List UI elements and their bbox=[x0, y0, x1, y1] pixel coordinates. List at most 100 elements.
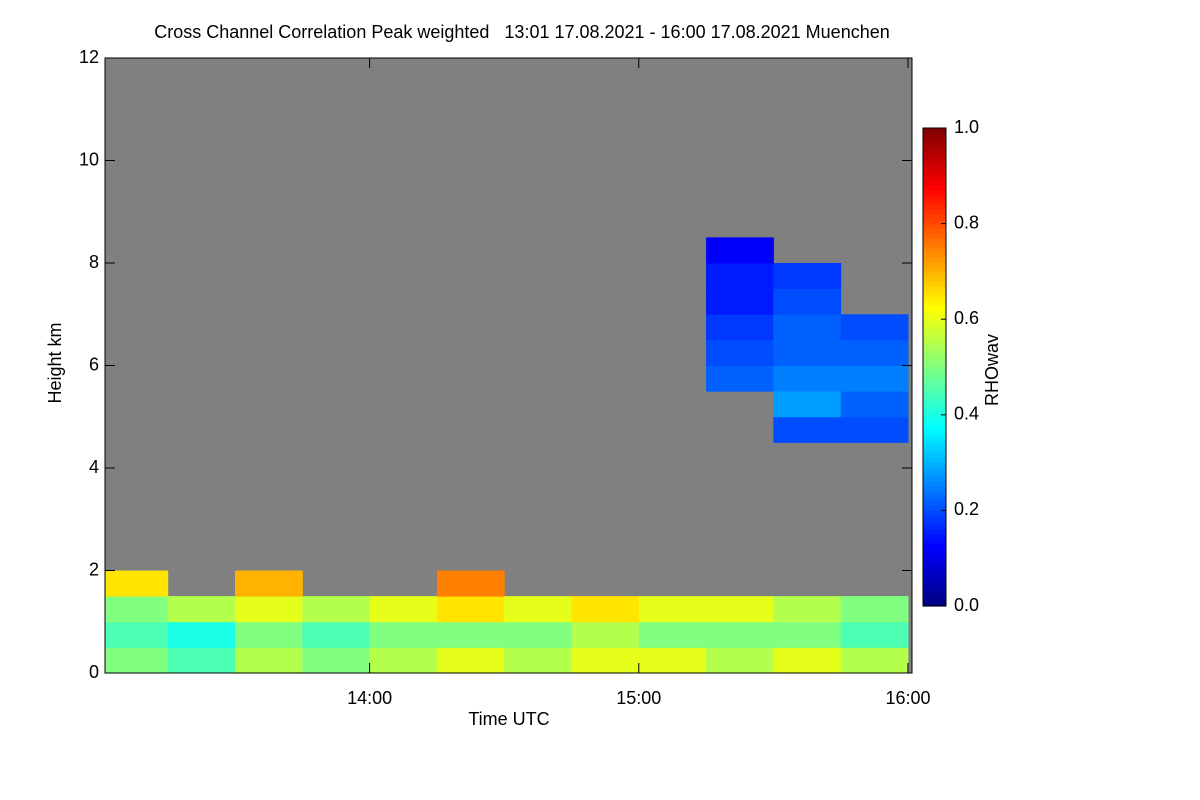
colorbar-strip bbox=[923, 486, 946, 492]
heatmap-cell bbox=[167, 647, 236, 673]
colorbar-strip bbox=[923, 472, 946, 478]
colorbar-strip bbox=[923, 529, 946, 535]
colorbar-strip bbox=[923, 137, 946, 143]
colorbar-strip bbox=[923, 228, 946, 234]
colorbar-strip bbox=[923, 328, 946, 335]
colorbar-strip bbox=[923, 261, 946, 268]
heatmap-cell bbox=[706, 339, 774, 366]
heatmap-cell bbox=[105, 570, 169, 597]
heatmap-cell bbox=[773, 647, 842, 673]
colorbar-strip bbox=[923, 199, 946, 206]
heatmap-cell bbox=[706, 263, 774, 290]
y-tick-label: 6 bbox=[89, 354, 99, 374]
colorbar-strip bbox=[923, 476, 946, 483]
colorbar-strip bbox=[923, 543, 946, 550]
colorbar-strip bbox=[923, 496, 946, 502]
heatmap-cell bbox=[105, 621, 169, 648]
heatmap-cell bbox=[840, 314, 909, 341]
heatmap-cell bbox=[436, 596, 505, 623]
colorbar-strip bbox=[923, 333, 946, 339]
y-axis-label: Height km bbox=[45, 322, 65, 403]
colorbar-strip bbox=[923, 233, 946, 239]
heatmap-cell bbox=[840, 339, 909, 366]
colorbar-strip bbox=[923, 247, 946, 253]
x-tick-label: 16:00 bbox=[885, 688, 930, 708]
colorbar-strip bbox=[923, 591, 946, 598]
colorbar-strip bbox=[923, 481, 946, 488]
heatmap-cell bbox=[436, 570, 505, 597]
heatmap-cell bbox=[105, 647, 169, 673]
chart-title: Cross Channel Correlation Peak weighted … bbox=[154, 22, 890, 42]
heatmap-cell bbox=[773, 596, 842, 623]
heatmap-cell bbox=[235, 647, 303, 673]
colorbar-strip bbox=[923, 453, 946, 459]
x-tick-label: 14:00 bbox=[347, 688, 392, 708]
colorbar-strip bbox=[923, 362, 946, 368]
heatmap-cell bbox=[840, 391, 909, 418]
colorbar-strip bbox=[923, 367, 946, 373]
heatmap-cell bbox=[369, 596, 438, 623]
colorbar-tick-label: 1.0 bbox=[954, 117, 979, 137]
colorbar-strip bbox=[923, 304, 946, 311]
colorbar-strip bbox=[923, 257, 946, 263]
colorbar-strip bbox=[923, 237, 946, 244]
colorbar-strip bbox=[923, 381, 946, 387]
heatmap-cell bbox=[235, 570, 303, 597]
heatmap bbox=[105, 237, 909, 673]
colorbar-strip bbox=[923, 209, 946, 215]
heatmap-cell bbox=[504, 647, 572, 673]
colorbar-strip bbox=[923, 462, 946, 468]
y-tick-label: 8 bbox=[89, 252, 99, 272]
colorbar-strip bbox=[923, 323, 946, 330]
colorbar-strip bbox=[923, 519, 946, 526]
colorbar-strip bbox=[923, 405, 946, 411]
colorbar-strip bbox=[923, 553, 946, 559]
heatmap-cell bbox=[706, 621, 774, 648]
colorbar-strip bbox=[923, 175, 946, 182]
heatmap-cell bbox=[504, 596, 572, 623]
heatmap-cell bbox=[840, 596, 909, 623]
colorbar-strip bbox=[923, 218, 946, 225]
heatmap-cell bbox=[773, 339, 842, 366]
heatmap-cell bbox=[773, 416, 842, 443]
colorbar-strip bbox=[923, 204, 946, 210]
y-tick-label: 10 bbox=[79, 149, 99, 169]
colorbar-tick-label: 0.8 bbox=[954, 212, 979, 232]
colorbar-strip bbox=[923, 539, 946, 545]
colorbar-tick-label: 0.0 bbox=[954, 595, 979, 615]
heatmap-cell bbox=[571, 621, 640, 648]
heatmap-cell bbox=[235, 596, 303, 623]
colorbar-strip bbox=[923, 338, 946, 344]
heatmap-cell bbox=[571, 647, 640, 673]
colorbar-strip bbox=[923, 156, 946, 163]
heatmap-cell bbox=[706, 237, 774, 264]
heatmap-cell bbox=[504, 621, 572, 648]
colorbar-strip bbox=[923, 357, 946, 363]
colorbar-strip bbox=[923, 429, 946, 435]
colorbar-strip bbox=[923, 596, 946, 602]
heatmap-cell bbox=[302, 621, 371, 648]
heatmap-cell bbox=[369, 647, 438, 673]
heatmap-cell bbox=[302, 647, 371, 673]
colorbar-strip bbox=[923, 161, 946, 167]
heatmap-cell bbox=[840, 416, 909, 443]
colorbar-strip bbox=[923, 414, 946, 421]
colorbar-strip bbox=[923, 290, 946, 296]
heatmap-cell bbox=[436, 647, 505, 673]
colorbar-frame bbox=[922, 127, 947, 607]
heatmap-cell bbox=[167, 596, 236, 623]
colorbar-strip bbox=[923, 295, 946, 301]
x-axis-label: Time UTC bbox=[468, 709, 549, 729]
colorbar-tick-label: 0.2 bbox=[954, 499, 979, 519]
colorbar-strip bbox=[923, 390, 946, 397]
colorbar-strip bbox=[923, 309, 946, 316]
colorbar-strip bbox=[923, 190, 946, 196]
heatmap-cell bbox=[773, 314, 842, 341]
colorbar-strip bbox=[923, 300, 946, 306]
heatmap-cell bbox=[105, 596, 169, 623]
heatmap-cell bbox=[706, 596, 774, 623]
heatmap-cell bbox=[369, 621, 438, 648]
colorbar-strip bbox=[923, 515, 946, 521]
colorbar-strip bbox=[923, 582, 946, 588]
